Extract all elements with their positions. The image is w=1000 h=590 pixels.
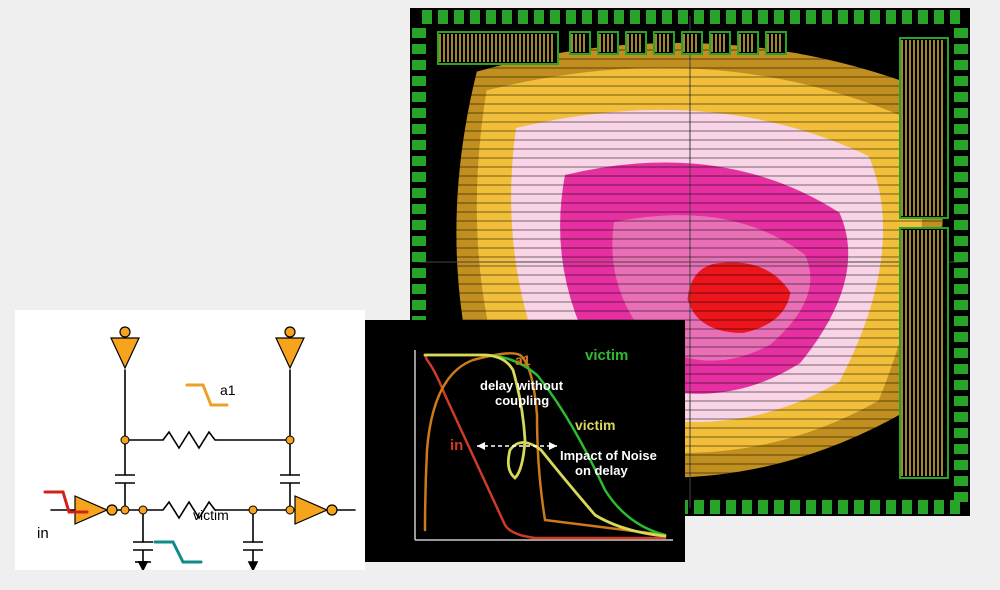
schematic-bg xyxy=(15,310,365,570)
label-in: in xyxy=(37,525,49,542)
schematic-svg: in a1 victim xyxy=(15,310,365,570)
wf-label-delay2: coupling xyxy=(495,393,549,408)
wf-label-in: in xyxy=(450,437,463,454)
schematic-panel: in a1 victim xyxy=(15,310,365,570)
wf-label-a1: a1 xyxy=(515,352,531,368)
wf-label-victim-mid: victim xyxy=(575,417,615,433)
label-a1: a1 xyxy=(220,382,236,398)
wf-label-impact1: Impact of Noise xyxy=(560,448,657,463)
wf-label-delay1: delay without xyxy=(480,378,564,393)
waveform-panel: a1 victim victim in delay without coupli… xyxy=(365,320,685,562)
waveform-svg: a1 victim victim in delay without coupli… xyxy=(365,320,685,562)
wf-label-victim-top: victim xyxy=(585,347,628,364)
wf-label-impact2: on delay xyxy=(575,463,629,478)
canvas: in a1 victim xyxy=(0,0,1000,590)
label-victim: victim xyxy=(193,507,229,523)
